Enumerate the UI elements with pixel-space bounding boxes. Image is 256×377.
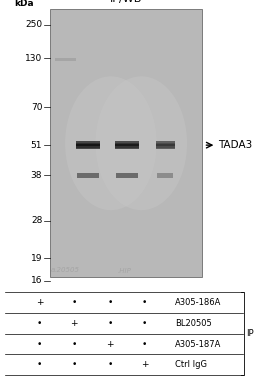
Text: •: •	[108, 360, 113, 369]
FancyBboxPatch shape	[115, 146, 139, 148]
Text: .HIP: .HIP	[118, 268, 132, 274]
Text: •: •	[37, 360, 42, 369]
Text: 28: 28	[31, 216, 42, 225]
Text: IP: IP	[246, 329, 254, 338]
FancyBboxPatch shape	[50, 9, 202, 277]
Ellipse shape	[65, 76, 156, 210]
FancyBboxPatch shape	[76, 141, 100, 143]
FancyBboxPatch shape	[156, 143, 175, 144]
Text: 70: 70	[31, 103, 42, 112]
FancyBboxPatch shape	[156, 146, 175, 148]
Text: •: •	[72, 340, 77, 348]
Text: +: +	[141, 360, 148, 369]
FancyBboxPatch shape	[156, 141, 175, 143]
FancyBboxPatch shape	[76, 143, 100, 144]
Text: 16: 16	[31, 276, 42, 285]
FancyBboxPatch shape	[157, 173, 174, 178]
Text: •: •	[72, 298, 77, 307]
FancyBboxPatch shape	[115, 143, 139, 144]
Text: •: •	[37, 319, 42, 328]
FancyBboxPatch shape	[115, 141, 139, 143]
Text: 250: 250	[25, 20, 42, 29]
Text: •: •	[108, 298, 113, 307]
FancyBboxPatch shape	[116, 173, 138, 178]
FancyBboxPatch shape	[115, 144, 139, 146]
Text: •: •	[108, 319, 113, 328]
Text: •: •	[37, 340, 42, 348]
FancyBboxPatch shape	[156, 144, 175, 146]
Text: BL20505: BL20505	[175, 319, 212, 328]
Text: 130: 130	[25, 54, 42, 63]
Text: Ctrl IgG: Ctrl IgG	[175, 360, 207, 369]
Text: 51: 51	[31, 141, 42, 150]
FancyBboxPatch shape	[55, 58, 76, 61]
Text: +: +	[36, 298, 44, 307]
Text: 19: 19	[31, 254, 42, 263]
FancyBboxPatch shape	[76, 144, 100, 146]
Text: •: •	[142, 340, 147, 348]
Text: +: +	[106, 340, 114, 348]
Text: •: •	[142, 319, 147, 328]
Text: A305-186A: A305-186A	[175, 298, 222, 307]
Text: •: •	[72, 360, 77, 369]
Text: a.20505: a.20505	[51, 267, 80, 273]
Ellipse shape	[96, 76, 187, 210]
Text: +: +	[70, 319, 78, 328]
Text: A305-187A: A305-187A	[175, 340, 222, 348]
FancyBboxPatch shape	[77, 173, 99, 178]
FancyBboxPatch shape	[115, 148, 139, 149]
Text: 38: 38	[31, 171, 42, 180]
Text: kDa: kDa	[15, 0, 34, 8]
FancyBboxPatch shape	[156, 148, 175, 149]
FancyBboxPatch shape	[76, 148, 100, 149]
Text: IP/WB: IP/WB	[110, 0, 142, 4]
FancyBboxPatch shape	[76, 146, 100, 148]
Text: TADA3: TADA3	[218, 140, 252, 150]
Text: •: •	[142, 298, 147, 307]
